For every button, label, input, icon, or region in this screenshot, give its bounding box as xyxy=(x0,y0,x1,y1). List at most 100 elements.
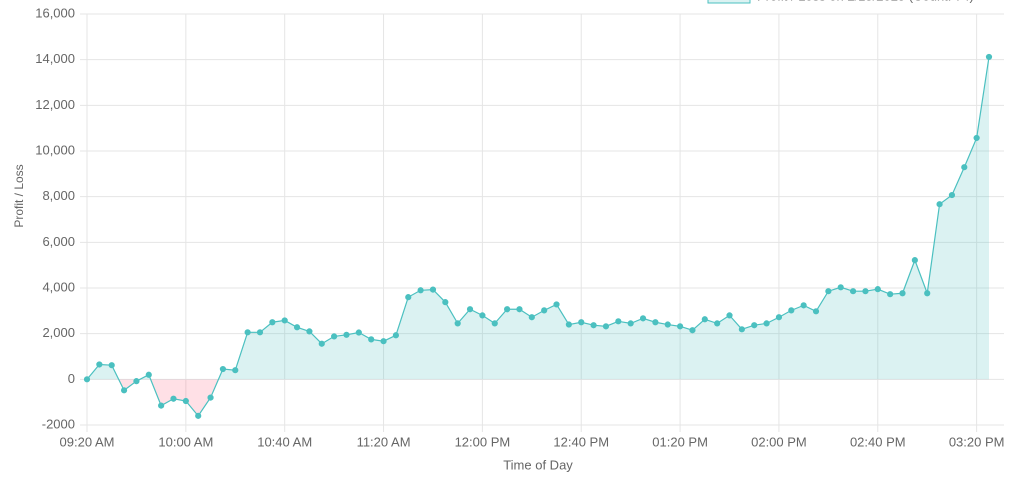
point xyxy=(751,322,758,329)
point xyxy=(849,288,857,295)
point xyxy=(417,287,424,294)
y-tick-label: 4,000 xyxy=(42,279,75,294)
point xyxy=(133,378,140,385)
x-axis-title: Time of Day xyxy=(503,457,573,472)
point xyxy=(219,365,227,373)
point xyxy=(405,294,412,301)
point xyxy=(83,376,91,383)
x-tick-label: 12:00 PM xyxy=(455,434,511,449)
point xyxy=(578,319,585,326)
y-tick-label: 16,000 xyxy=(35,5,75,20)
point xyxy=(466,306,474,313)
y-tick-label: 14,000 xyxy=(35,51,75,66)
point xyxy=(368,336,375,343)
area-positive xyxy=(87,56,989,380)
point xyxy=(825,288,832,295)
point xyxy=(306,328,313,335)
point xyxy=(355,329,362,336)
point xyxy=(714,320,721,327)
legend-swatch xyxy=(707,0,751,4)
y-tick-label: 6,000 xyxy=(42,234,75,249)
x-tick-label: 02:00 PM xyxy=(751,434,807,449)
x-tick-label: 02:40 PM xyxy=(850,434,906,449)
point xyxy=(961,164,968,171)
point xyxy=(664,321,671,328)
point xyxy=(565,321,572,328)
point xyxy=(763,320,770,327)
point xyxy=(899,290,906,297)
point xyxy=(936,201,943,208)
point xyxy=(120,387,128,394)
y-tick-label: 12,000 xyxy=(35,97,75,112)
x-tick-label: 10:40 AM xyxy=(257,434,312,449)
point xyxy=(689,327,696,334)
point xyxy=(207,394,214,401)
point xyxy=(392,332,400,339)
point xyxy=(479,312,486,319)
y-tick-label: 0 xyxy=(68,371,75,386)
point xyxy=(195,412,202,419)
point xyxy=(800,302,807,309)
point xyxy=(158,402,165,409)
point xyxy=(553,301,560,308)
x-tick-label: 03:20 PM xyxy=(949,434,1005,449)
y-tick-label: 10,000 xyxy=(35,142,75,157)
point xyxy=(504,306,511,313)
point xyxy=(874,286,881,293)
x-tick-label: 10:00 AM xyxy=(158,434,213,449)
point xyxy=(973,134,980,142)
point xyxy=(380,338,387,345)
point xyxy=(627,320,634,327)
point xyxy=(615,318,622,325)
point xyxy=(145,371,152,378)
y-axis-title: Profit / Loss xyxy=(12,164,26,227)
y-tick-label: -2000 xyxy=(42,416,75,431)
x-tick-label: 12:40 PM xyxy=(553,434,609,449)
point xyxy=(454,320,461,327)
point xyxy=(256,329,264,336)
point xyxy=(775,314,783,321)
y-tick-label: 8,000 xyxy=(42,188,75,203)
point xyxy=(676,323,684,330)
point xyxy=(232,367,239,374)
point xyxy=(96,361,103,368)
point xyxy=(911,257,918,264)
point xyxy=(170,395,177,402)
point xyxy=(948,191,956,199)
point xyxy=(182,397,189,405)
point xyxy=(639,315,647,322)
point xyxy=(343,331,350,338)
point xyxy=(590,322,597,329)
point xyxy=(652,319,659,326)
point xyxy=(812,308,820,315)
x-tick-label: 09:20 AM xyxy=(60,434,115,449)
point xyxy=(924,290,931,297)
point xyxy=(985,53,993,61)
point xyxy=(516,306,523,313)
point xyxy=(738,326,745,333)
point xyxy=(701,316,708,323)
point xyxy=(281,317,288,324)
point xyxy=(331,333,338,340)
x-tick-label: 11:20 AM xyxy=(357,434,411,449)
point xyxy=(269,319,276,326)
point xyxy=(429,286,437,293)
legend-label: Profit / Loss on 2/18/2025 (Count: 74) xyxy=(757,0,974,3)
point xyxy=(788,307,795,314)
point xyxy=(244,329,251,336)
point xyxy=(862,288,869,295)
x-tick-label: 01:20 PM xyxy=(652,434,708,449)
area-negative xyxy=(118,379,219,416)
point xyxy=(108,362,115,369)
point xyxy=(726,312,733,319)
point xyxy=(442,299,449,306)
point xyxy=(528,314,535,321)
point xyxy=(602,323,610,330)
point xyxy=(491,320,498,327)
point xyxy=(293,324,301,331)
point xyxy=(318,340,325,347)
point xyxy=(541,307,548,314)
point xyxy=(887,291,894,298)
